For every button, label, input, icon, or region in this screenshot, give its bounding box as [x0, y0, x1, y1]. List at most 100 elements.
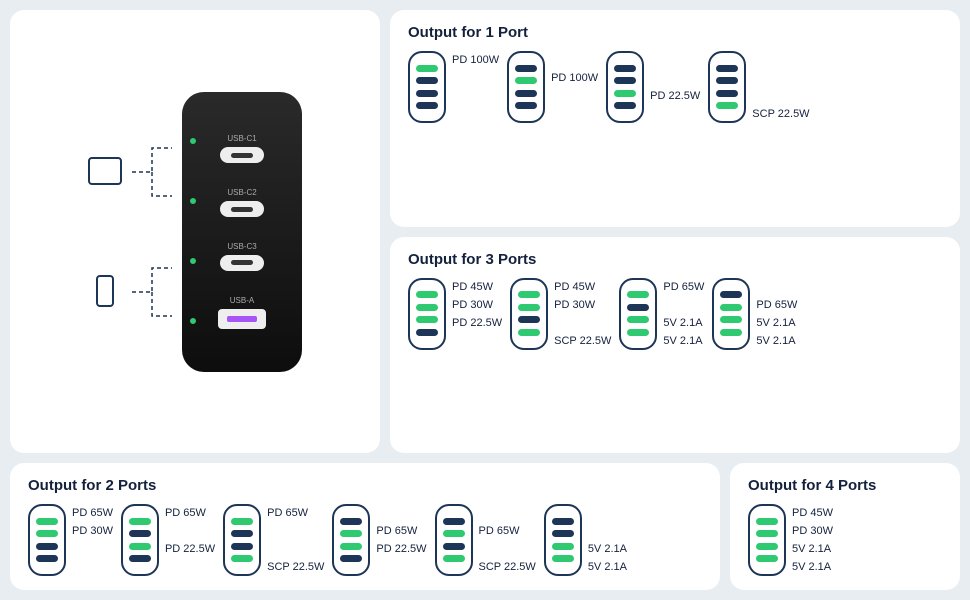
- port-label: USB-C1: [220, 134, 264, 143]
- active-port-bar: [552, 543, 574, 550]
- output-label: [663, 296, 704, 314]
- output-label: [452, 69, 499, 87]
- output-labels: SCP 22.5W: [752, 51, 809, 123]
- output-label: [479, 540, 536, 558]
- inactive-port-bar: [416, 77, 438, 84]
- section-4-ports: Output for 4 Ports PD 45WPD 30W5V 2.1A5V…: [730, 463, 960, 590]
- charger-activity-icon: [748, 504, 786, 576]
- port-combo: PD 65W PD 22.5W: [121, 504, 215, 576]
- output-label: PD 65W: [376, 522, 426, 540]
- output-label: [376, 558, 426, 576]
- output-label: [165, 558, 215, 576]
- inactive-port-bar: [129, 530, 151, 537]
- device-icons: [88, 112, 122, 352]
- charger-activity-icon: [507, 51, 545, 123]
- active-port-bar: [443, 555, 465, 562]
- output-labels: PD 100W: [551, 51, 598, 123]
- output-label: [452, 332, 502, 350]
- active-port-bar: [756, 555, 778, 562]
- active-port-bar: [231, 518, 253, 525]
- output-label: PD 30W: [554, 296, 611, 314]
- output-label: PD 22.5W: [452, 314, 502, 332]
- output-label: PD 30W: [792, 522, 833, 540]
- port-combo: PD 65W SCP 22.5W: [223, 504, 324, 576]
- inactive-port-bar: [614, 65, 636, 72]
- output-label: SCP 22.5W: [752, 105, 809, 123]
- port-combo: PD 65WPD 30W: [28, 504, 113, 576]
- active-port-bar: [720, 329, 742, 336]
- output-label: [551, 105, 598, 123]
- output-label: [376, 504, 426, 522]
- charger-activity-icon: [28, 504, 66, 576]
- inactive-port-bar: [129, 555, 151, 562]
- active-port-bar: [515, 77, 537, 84]
- output-label: PD 65W: [663, 278, 704, 296]
- port-usb-c2: USB-C2: [220, 188, 264, 217]
- output-label: PD 100W: [551, 69, 598, 87]
- inactive-port-bar: [231, 543, 253, 550]
- output-label: PD 30W: [72, 522, 113, 540]
- port-usb-c3: USB-C3: [220, 242, 264, 271]
- section-3-ports: Output for 3 Ports PD 45WPD 30WPD 22.5W …: [390, 237, 960, 454]
- output-label: SCP 22.5W: [479, 558, 536, 576]
- output-label: 5V 2.1A: [792, 540, 833, 558]
- charger-activity-icon: [223, 504, 261, 576]
- output-label: [650, 69, 700, 87]
- output-labels: PD 65W SCP 22.5W: [479, 504, 536, 576]
- port-combo: PD 65W 5V 2.1A5V 2.1A: [619, 278, 704, 350]
- output-labels: PD 65W PD 22.5W: [165, 504, 215, 576]
- output-label: PD 22.5W: [165, 540, 215, 558]
- usb-c-port-icon: [220, 147, 264, 163]
- output-labels: 5V 2.1A5V 2.1A: [588, 504, 627, 576]
- inactive-port-bar: [716, 65, 738, 72]
- output-label: 5V 2.1A: [756, 332, 797, 350]
- inactive-port-bar: [515, 102, 537, 109]
- active-port-bar: [756, 543, 778, 550]
- output-label: PD 22.5W: [650, 87, 700, 105]
- output-label: PD 45W: [452, 278, 502, 296]
- output-label: 5V 2.1A: [588, 540, 627, 558]
- active-port-bar: [518, 329, 540, 336]
- active-port-bar: [416, 316, 438, 323]
- active-port-bar: [756, 530, 778, 537]
- phone-icon: [96, 275, 114, 307]
- output-label: PD 22.5W: [376, 540, 426, 558]
- port-label: USB-A: [218, 296, 266, 305]
- output-labels: PD 45WPD 30W SCP 22.5W: [554, 278, 611, 350]
- active-port-bar: [716, 102, 738, 109]
- output-labels: PD 65WPD 30W: [72, 504, 113, 576]
- output-label: PD 65W: [72, 504, 113, 522]
- output-label: [551, 51, 598, 69]
- combos-container: PD 100W PD 100W PD 22.5W SCP 22.5W: [408, 51, 942, 123]
- section-title: Output for 3 Ports: [408, 251, 942, 268]
- port-label: USB-C2: [220, 188, 264, 197]
- active-port-bar: [340, 530, 362, 537]
- output-label: 5V 2.1A: [663, 332, 704, 350]
- inactive-port-bar: [36, 543, 58, 550]
- output-labels: PD 65W SCP 22.5W: [267, 504, 324, 576]
- active-port-bar: [340, 543, 362, 550]
- port-combo: 5V 2.1A5V 2.1A: [544, 504, 627, 576]
- charger-activity-icon: [332, 504, 370, 576]
- led-indicator: [190, 258, 196, 264]
- combos-container: PD 45WPD 30WPD 22.5W PD 45WPD 30W SCP 22…: [408, 278, 942, 350]
- active-port-bar: [129, 543, 151, 550]
- led-indicator: [190, 318, 196, 324]
- active-port-bar: [416, 291, 438, 298]
- port-combo: PD 22.5W: [606, 51, 700, 123]
- inactive-port-bar: [552, 530, 574, 537]
- output-label: PD 100W: [452, 51, 499, 69]
- output-label: [551, 87, 598, 105]
- charger-activity-icon: [544, 504, 582, 576]
- inactive-port-bar: [515, 65, 537, 72]
- charger-activity-icon: [606, 51, 644, 123]
- active-port-bar: [756, 518, 778, 525]
- charger-activity-icon: [510, 278, 548, 350]
- active-port-bar: [552, 555, 574, 562]
- active-port-bar: [416, 304, 438, 311]
- output-label: PD 65W: [267, 504, 324, 522]
- active-port-bar: [627, 316, 649, 323]
- output-label: 5V 2.1A: [792, 558, 833, 576]
- port-combo: PD 45WPD 30WPD 22.5W: [408, 278, 502, 350]
- output-label: [267, 540, 324, 558]
